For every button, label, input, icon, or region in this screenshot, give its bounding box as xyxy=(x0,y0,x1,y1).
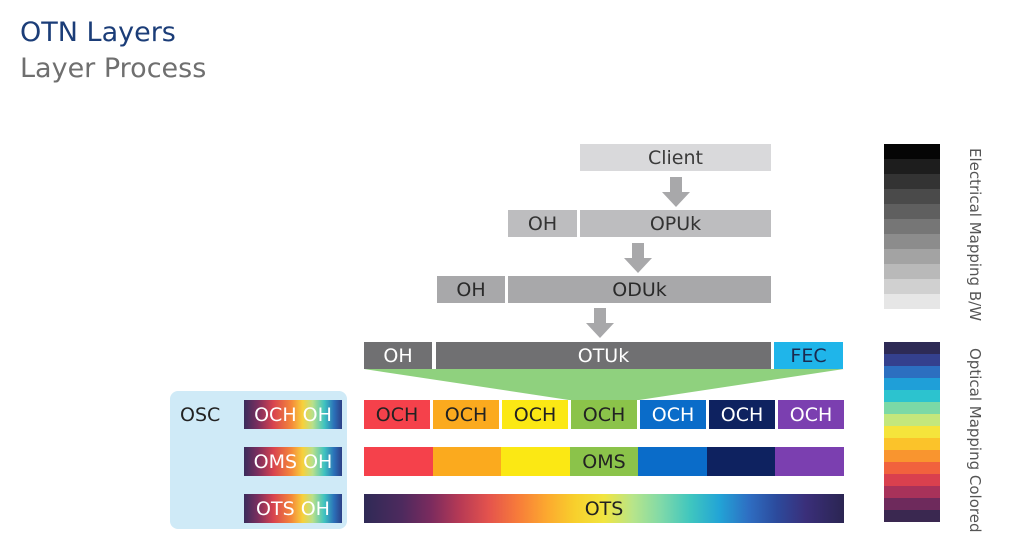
color-swatch xyxy=(884,342,940,354)
och-cell: OCH xyxy=(433,400,499,429)
color-swatch xyxy=(884,486,940,498)
color-swatch xyxy=(884,366,940,378)
bw-swatch xyxy=(884,174,940,189)
otu-mapping-wedge xyxy=(364,369,844,400)
oms-segment xyxy=(364,447,433,476)
optical-scale xyxy=(884,342,940,522)
otu-overhead: OH xyxy=(364,342,432,369)
oms-segment xyxy=(775,447,845,476)
bw-swatch xyxy=(884,294,940,309)
och-cell: OCH xyxy=(709,400,775,429)
color-swatch xyxy=(884,498,940,510)
bw-swatch xyxy=(884,249,940,264)
oms-bar xyxy=(364,447,845,476)
bw-swatch xyxy=(884,264,940,279)
fec-block: FEC xyxy=(774,342,843,369)
color-swatch xyxy=(884,510,940,522)
color-swatch xyxy=(884,378,940,390)
och-cell: OCH xyxy=(502,400,568,429)
odu-overhead: OH xyxy=(437,276,505,303)
oms-segment xyxy=(432,447,502,476)
bw-swatch xyxy=(884,279,940,294)
bw-swatch xyxy=(884,234,940,249)
color-swatch xyxy=(884,438,940,450)
client-block: Client xyxy=(580,144,771,171)
down-arrow-icon xyxy=(586,308,614,338)
osc-label: OSC xyxy=(180,403,221,426)
color-swatch xyxy=(884,414,940,426)
bw-swatch xyxy=(884,219,940,234)
bw-swatch xyxy=(884,189,940,204)
color-swatch xyxy=(884,426,940,438)
odu-block: ODUk xyxy=(508,276,771,303)
och-cell: OCH xyxy=(571,400,637,429)
color-swatch xyxy=(884,474,940,486)
och-cell: OCH xyxy=(364,400,430,429)
opu-block: OPUk xyxy=(580,210,771,237)
och-oh-block: OCH OH xyxy=(244,400,342,429)
electrical-scale xyxy=(884,144,940,309)
down-arrow-icon xyxy=(662,177,690,207)
bw-swatch xyxy=(884,144,940,159)
oms-segment xyxy=(501,447,570,476)
oms-label: OMS xyxy=(582,450,626,473)
color-swatch xyxy=(884,354,940,366)
oms-oh-block: OMS OH xyxy=(244,447,342,476)
och-cell: OCH xyxy=(778,400,844,429)
ots-label: OTS xyxy=(584,497,624,520)
color-swatch xyxy=(884,450,940,462)
down-arrow-icon xyxy=(624,243,652,273)
color-swatch xyxy=(884,402,940,414)
bw-swatch xyxy=(884,204,940,219)
och-cell: OCH xyxy=(640,400,706,429)
optical-mapping-label: Optical Mapping Colored xyxy=(966,348,984,533)
page-subtitle: Layer Process xyxy=(20,53,207,84)
color-swatch xyxy=(884,390,940,402)
ots-oh-block: OTS OH xyxy=(244,494,342,523)
ots-bar xyxy=(364,494,844,523)
oms-segment xyxy=(706,447,776,476)
oms-segment xyxy=(638,447,707,476)
opu-overhead: OH xyxy=(508,210,577,237)
bw-swatch xyxy=(884,159,940,174)
otu-block: OTUk xyxy=(436,342,771,369)
electrical-mapping-label: Electrical Mapping B/W xyxy=(966,148,984,322)
oms-segment xyxy=(569,447,639,476)
color-swatch xyxy=(884,462,940,474)
page-title: OTN Layers xyxy=(20,17,176,48)
